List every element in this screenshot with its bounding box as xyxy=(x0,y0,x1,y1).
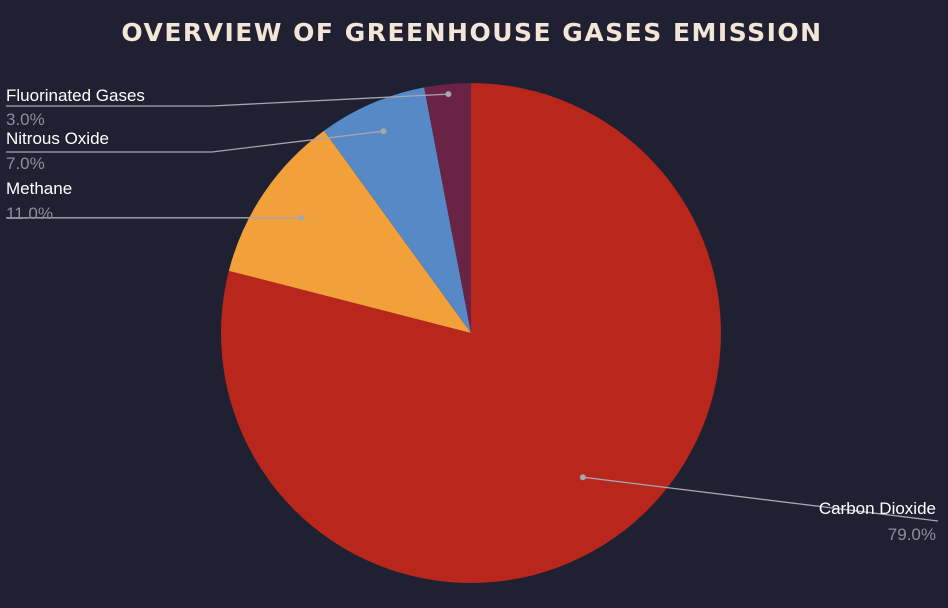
slice-value-carbon-dioxide: 79.0% xyxy=(888,525,936,544)
slice-label-fluorinated-gases: Fluorinated Gases xyxy=(6,86,145,105)
slice-label-carbon-dioxide: Carbon Dioxide xyxy=(819,499,936,518)
pie-slice-nitrous-oxide[interactable] xyxy=(324,87,471,334)
leader-dot-fluorinated-gases xyxy=(445,91,452,98)
leader-line-carbon-dioxide xyxy=(582,476,939,522)
leader-line-nitrous-oxide xyxy=(6,130,384,153)
leader-dot-carbon-dioxide xyxy=(579,474,586,481)
pie-slice-carbon-dioxide[interactable] xyxy=(220,83,721,583)
slice-value-fluorinated-gases: 3.0% xyxy=(6,110,45,129)
pie-slice-methane[interactable] xyxy=(228,130,471,333)
pie-labels: Carbon Dioxide 79.0% Methane 11.0% Nitrous O… xyxy=(6,86,939,544)
pie-slice-fluorinated-gases[interactable] xyxy=(424,83,471,333)
pie-slices xyxy=(220,83,721,583)
slice-label-methane: Methane xyxy=(6,179,72,198)
leader-dot-nitrous-oxide xyxy=(380,128,387,135)
slice-value-methane: 11.0% xyxy=(6,204,53,223)
slice-label-nitrous-oxide: Nitrous Oxide xyxy=(6,129,109,148)
leader-dot-methane xyxy=(298,214,305,221)
slice-value-nitrous-oxide: 7.0% xyxy=(6,154,45,173)
leader-line-fluorinated-gases xyxy=(6,93,449,107)
chart-title: OVERVIEW OF GREENHOUSE GASES EMISSION xyxy=(121,18,823,47)
